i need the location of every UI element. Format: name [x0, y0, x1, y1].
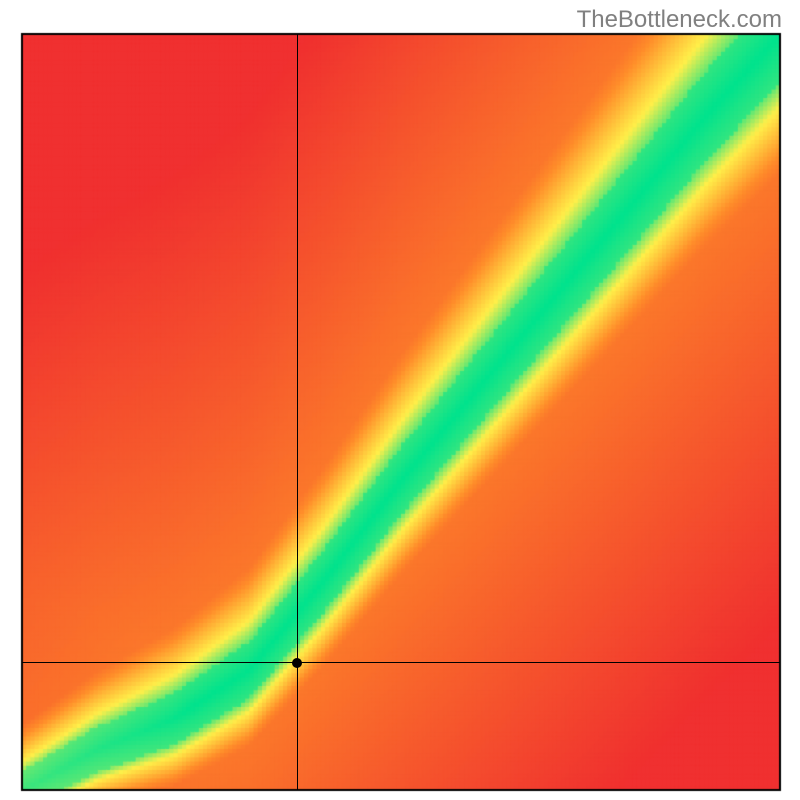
watermark-text: TheBottleneck.com [577, 6, 782, 34]
heatmap-canvas [0, 0, 800, 800]
data-point-marker [292, 658, 302, 668]
crosshair-horizontal [22, 662, 780, 663]
chart-container: TheBottleneck.com [0, 0, 800, 800]
crosshair-vertical [297, 34, 298, 790]
